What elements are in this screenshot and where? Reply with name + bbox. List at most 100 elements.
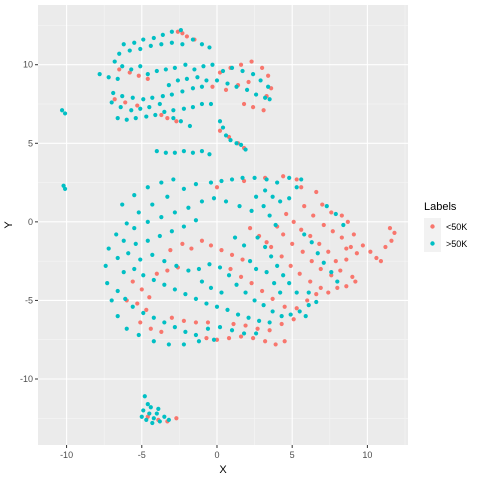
data-point	[106, 246, 111, 251]
data-point	[252, 175, 257, 180]
data-point	[258, 78, 263, 83]
data-point	[145, 414, 150, 419]
data-point	[159, 180, 164, 185]
data-point	[278, 199, 283, 204]
data-point	[389, 238, 394, 243]
data-point	[260, 65, 265, 70]
data-point	[214, 337, 220, 342]
data-point	[141, 37, 146, 42]
x-tick-label: -5	[138, 450, 146, 460]
data-point	[150, 252, 155, 257]
data-point	[291, 317, 296, 322]
data-point	[288, 263, 293, 268]
data-point	[229, 252, 235, 257]
y-axis-title: Y	[3, 221, 15, 229]
data-point	[139, 287, 144, 292]
data-point	[145, 402, 150, 407]
data-point	[324, 204, 329, 209]
data-point	[166, 417, 171, 422]
data-point	[287, 175, 292, 180]
data-point	[59, 108, 65, 113]
data-point	[132, 266, 137, 272]
data-point	[121, 270, 126, 275]
data-point	[142, 394, 147, 399]
data-point	[171, 108, 176, 113]
data-point	[281, 174, 286, 179]
data-point	[145, 185, 150, 190]
data-point	[160, 94, 165, 99]
data-point	[138, 320, 143, 325]
y-tick-label: 10	[23, 60, 33, 70]
data-point	[383, 244, 388, 250]
data-point	[294, 306, 299, 311]
data-point	[344, 246, 349, 251]
data-point	[159, 215, 164, 220]
data-point	[234, 141, 239, 146]
data-point	[151, 35, 156, 41]
data-point	[297, 309, 302, 314]
data-point	[320, 202, 325, 207]
data-point	[174, 416, 179, 421]
data-point	[115, 76, 120, 81]
data-point	[190, 105, 196, 110]
data-point	[183, 292, 188, 297]
data-point	[62, 111, 68, 116]
data-point	[150, 202, 155, 207]
data-point	[169, 40, 174, 45]
data-point	[335, 279, 340, 284]
data-point	[169, 92, 174, 97]
data-point	[214, 78, 220, 83]
data-point	[208, 180, 214, 185]
data-point	[172, 325, 177, 330]
data-point	[275, 180, 280, 185]
data-point	[208, 285, 214, 290]
data-point	[264, 240, 269, 245]
data-point	[205, 326, 211, 331]
data-point	[249, 281, 254, 286]
data-point	[214, 185, 220, 190]
data-point	[124, 326, 129, 331]
y-tick-label: -10	[20, 374, 33, 384]
data-point	[308, 233, 313, 239]
data-point	[172, 287, 177, 292]
data-point	[294, 290, 299, 295]
data-point	[109, 100, 114, 105]
data-point	[174, 119, 179, 124]
data-point	[112, 59, 117, 64]
data-point	[305, 298, 310, 303]
data-point	[120, 94, 125, 99]
data-point	[279, 254, 284, 259]
data-point	[196, 339, 202, 344]
data-point	[225, 307, 230, 312]
data-point	[368, 249, 373, 254]
data-point	[165, 116, 170, 121]
data-point	[330, 229, 335, 234]
data-point	[151, 416, 156, 421]
data-point	[165, 268, 170, 273]
data-point	[252, 298, 257, 303]
data-point	[157, 419, 162, 424]
data-point	[208, 101, 214, 107]
data-point	[244, 87, 250, 92]
x-tick-label: 5	[290, 450, 295, 460]
data-point	[117, 67, 122, 72]
data-point	[132, 226, 137, 231]
data-point	[172, 150, 177, 155]
data-point	[123, 296, 128, 301]
data-point	[159, 329, 164, 334]
data-point	[255, 326, 260, 331]
data-point	[129, 108, 134, 113]
data-point	[279, 314, 284, 319]
data-point	[190, 86, 196, 91]
data-point	[199, 84, 205, 89]
data-point	[162, 414, 167, 419]
data-point	[174, 263, 179, 268]
data-point	[387, 226, 393, 231]
data-point	[180, 31, 185, 36]
data-point	[234, 84, 239, 89]
data-point	[360, 243, 365, 248]
data-point	[309, 259, 314, 264]
data-point	[178, 28, 183, 33]
data-point	[326, 249, 331, 254]
